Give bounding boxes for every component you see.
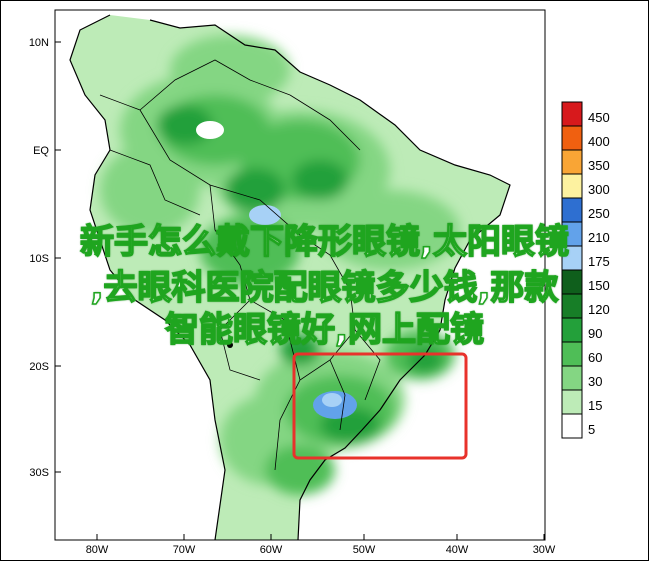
legend-label: 30: [588, 374, 602, 389]
legend-label: 60: [588, 350, 602, 365]
lake-marker: [227, 342, 233, 348]
legend-label: 15: [588, 398, 602, 413]
legend-label: 350: [588, 158, 610, 173]
lon-label: 30W: [533, 544, 556, 556]
overlay-text-line-3: 智能眼镜好,网上配镜: [164, 309, 484, 351]
legend-swatch: [561, 101, 583, 127]
lat-label: 30S: [29, 467, 49, 479]
coastline: [69, 14, 511, 540]
legend: 450 400 350 300 250 210 175 150 120 90 60 30 15 5: [561, 101, 610, 439]
overlay-text-line-2: ,去眼科医院配眼镜多少钱,那款: [90, 267, 559, 309]
precip-fields: [100, 35, 460, 495]
legend-label: 210: [588, 230, 610, 245]
legend-swatch: [561, 149, 583, 175]
map-frame: [54, 9, 546, 541]
legend-label: 450: [588, 110, 610, 125]
precip-spot-light-blue-2: [322, 393, 342, 407]
lat-label: 10N: [29, 37, 49, 49]
legend-label: 250: [588, 206, 610, 221]
lon-label: 80W: [86, 544, 109, 556]
lat-label: 20S: [29, 361, 49, 373]
legend-swatch: [561, 125, 583, 151]
legend-label: 150: [588, 278, 610, 293]
lon-label: 40W: [446, 544, 469, 556]
overlay-text-line-1: 新手怎么戴下降形眼镜,太阳眼镜: [79, 221, 569, 263]
lon-label: 70W: [173, 544, 196, 556]
legend-swatch: [561, 197, 583, 223]
legend-swatch: [561, 173, 583, 199]
latitude-axis: 10N EQ 10S 20S 30S: [29, 37, 61, 479]
lat-label: EQ: [33, 145, 49, 157]
longitude-axis: 80W 70W 60W 50W 40W 30W: [86, 534, 556, 556]
legend-label: 400: [588, 134, 610, 149]
legend-swatch: [561, 413, 583, 439]
country-borders: [99, 59, 381, 471]
legend-swatch: [561, 389, 583, 415]
precip-spot-white: [196, 121, 224, 139]
lat-label: 10S: [29, 253, 49, 265]
legend-label: 175: [588, 254, 610, 269]
precip-spot-light-blue: [249, 205, 281, 225]
legend-swatch: [561, 365, 583, 391]
map-area: [55, 10, 545, 540]
legend-label: 5: [588, 422, 595, 437]
legend-label: 90: [588, 326, 602, 341]
legend-label: 120: [588, 302, 610, 317]
highlight-box: [292, 352, 468, 460]
legend-label: 300: [588, 182, 610, 197]
lon-label: 50W: [353, 544, 376, 556]
lon-label: 60W: [260, 544, 283, 556]
